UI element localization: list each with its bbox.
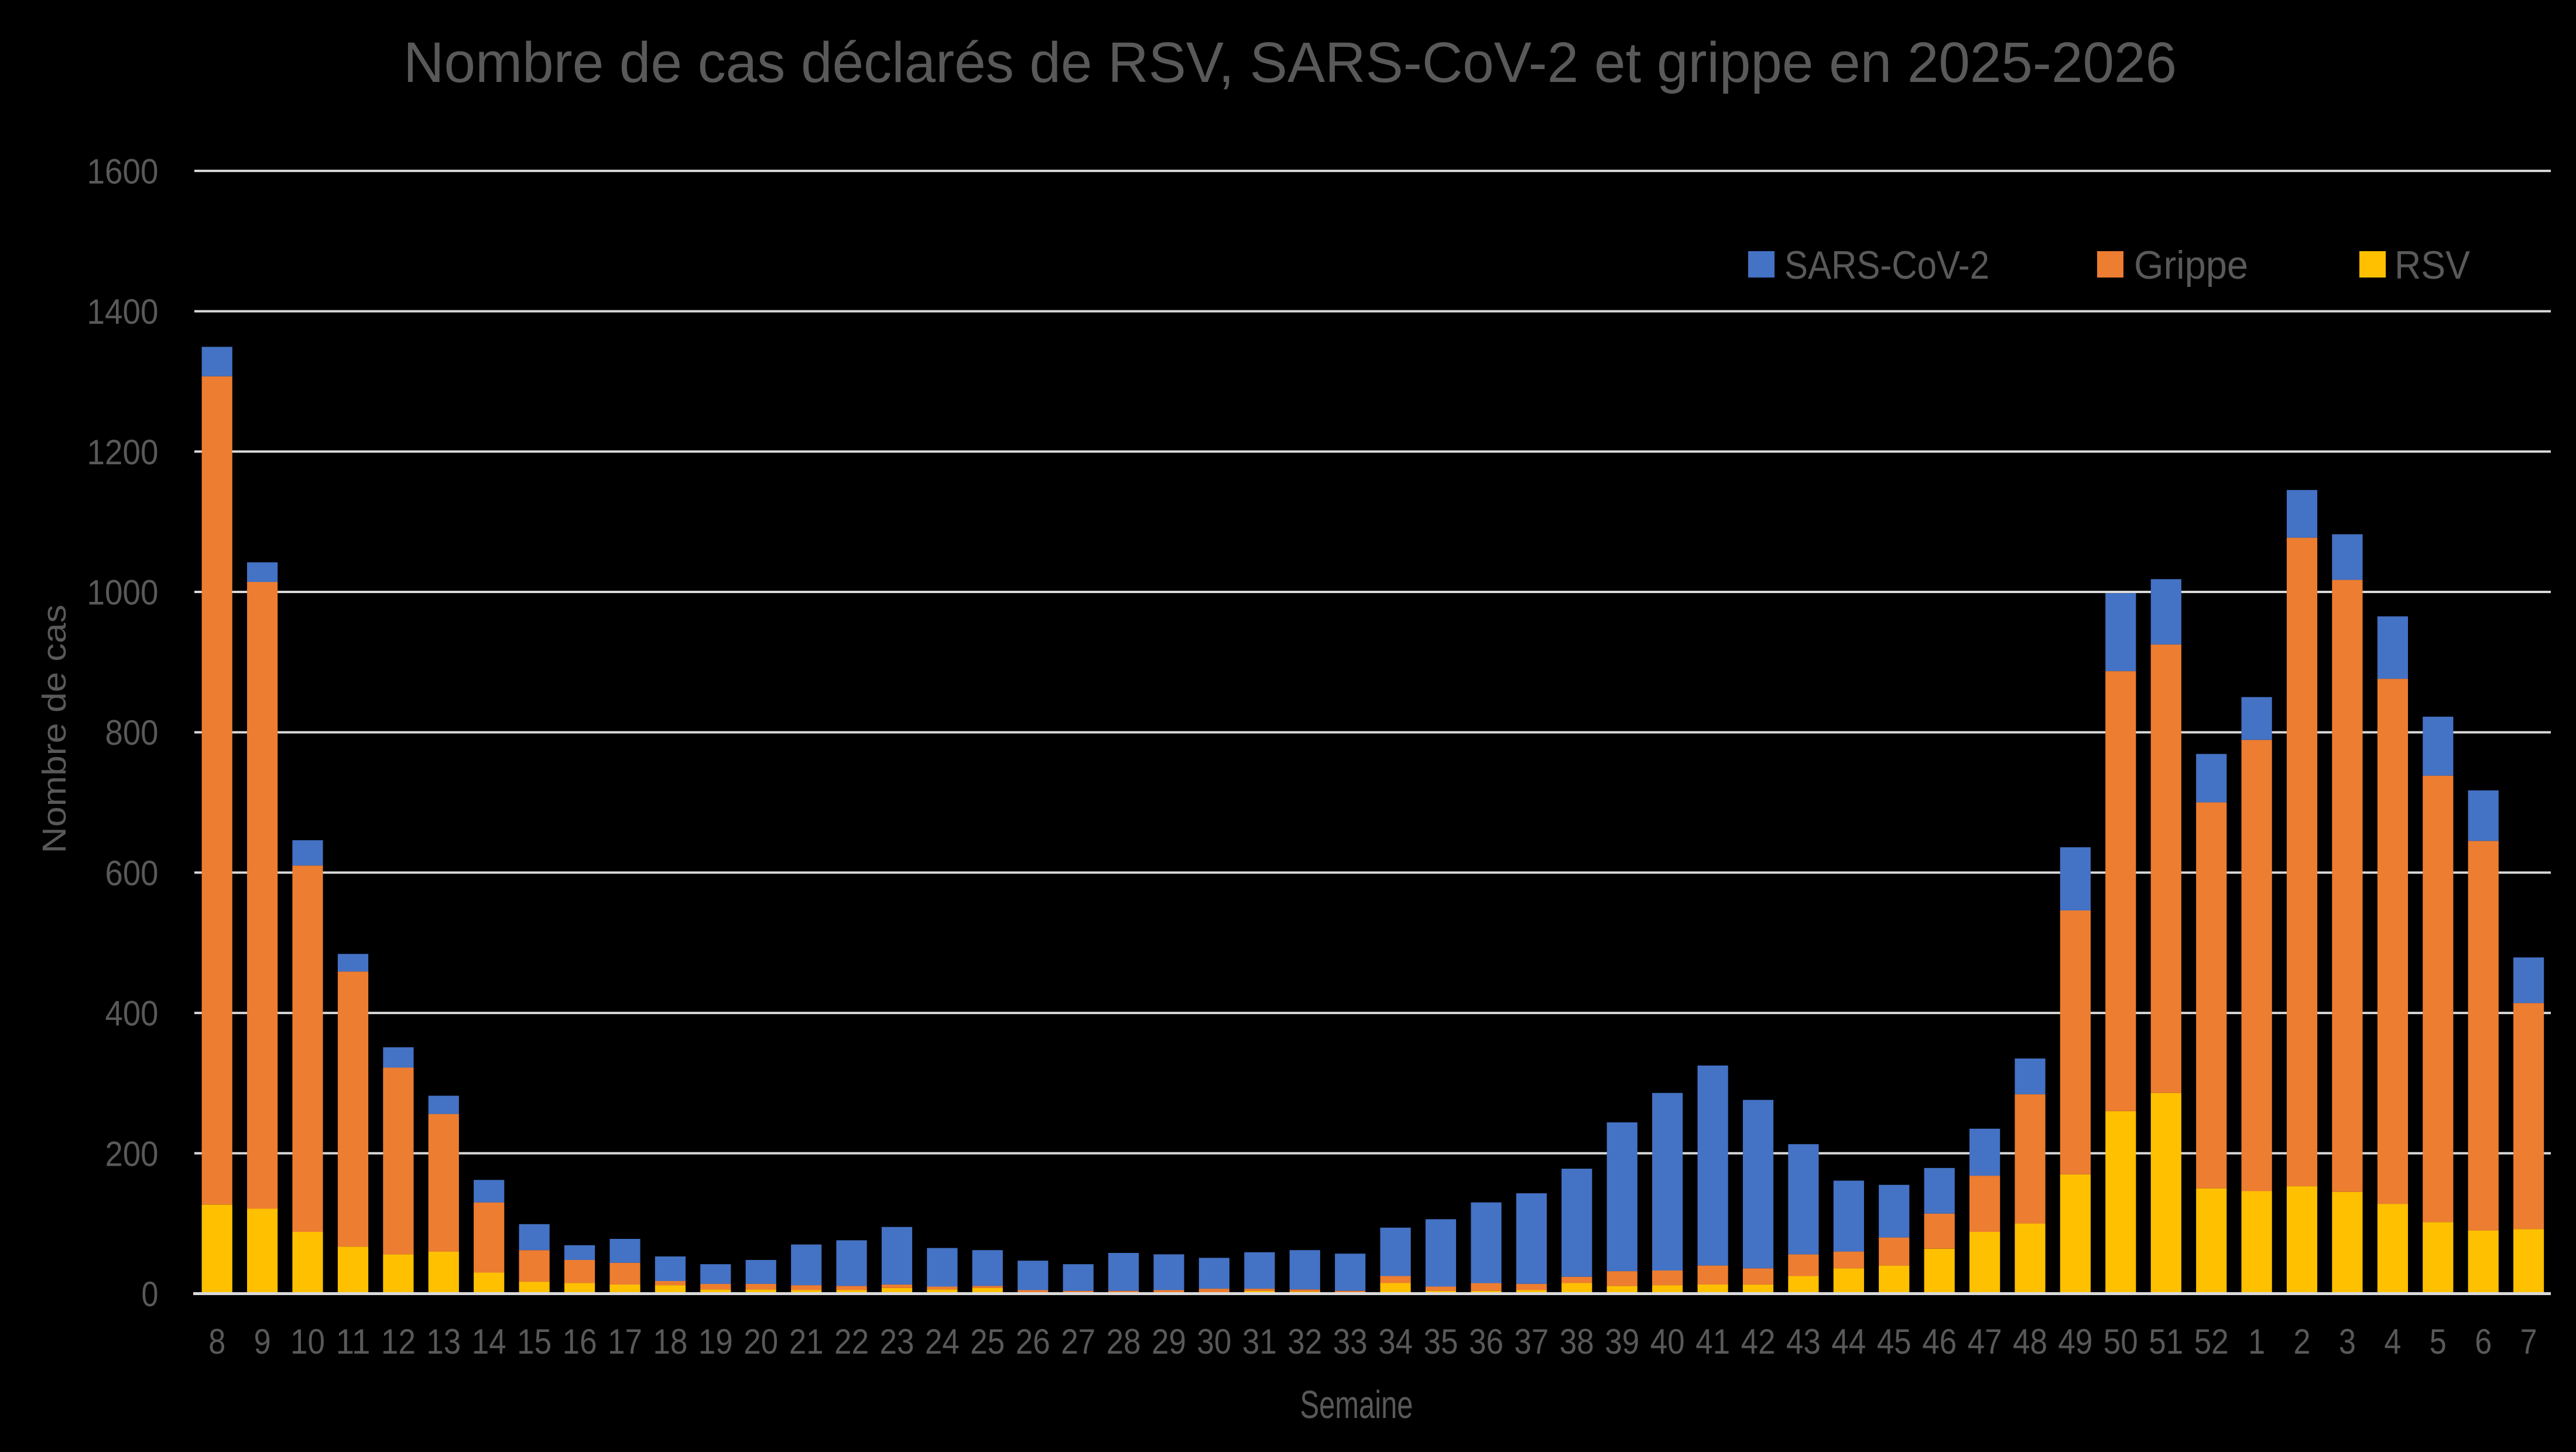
svg-text:37: 37 bbox=[1514, 1322, 1549, 1361]
svg-text:45: 45 bbox=[1877, 1322, 1912, 1361]
svg-text:1000: 1000 bbox=[87, 573, 159, 612]
svg-text:41: 41 bbox=[1695, 1322, 1730, 1361]
svg-text:1200: 1200 bbox=[87, 433, 159, 472]
svg-text:40: 40 bbox=[1650, 1322, 1685, 1361]
svg-text:Nombre de cas déclarés de RSV,: Nombre de cas déclarés de RSV, SARS-CoV-… bbox=[403, 30, 2177, 94]
svg-text:49: 49 bbox=[2058, 1322, 2092, 1361]
svg-text:33: 33 bbox=[1333, 1322, 1368, 1361]
svg-text:38: 38 bbox=[1560, 1322, 1594, 1361]
svg-text:6: 6 bbox=[2475, 1322, 2492, 1361]
svg-text:26: 26 bbox=[1016, 1322, 1050, 1361]
svg-text:35: 35 bbox=[1424, 1322, 1458, 1361]
svg-text:Semaine: Semaine bbox=[1300, 1383, 1413, 1427]
svg-text:23: 23 bbox=[880, 1322, 914, 1361]
svg-text:27: 27 bbox=[1061, 1322, 1095, 1361]
svg-text:51: 51 bbox=[2149, 1322, 2183, 1361]
svg-text:39: 39 bbox=[1605, 1322, 1639, 1361]
svg-text:Nombre de cas: Nombre de cas bbox=[36, 605, 73, 854]
svg-text:47: 47 bbox=[1968, 1322, 2002, 1361]
svg-text:44: 44 bbox=[1831, 1322, 1866, 1361]
svg-text:9: 9 bbox=[254, 1322, 271, 1361]
svg-text:4: 4 bbox=[2384, 1322, 2401, 1361]
svg-text:8: 8 bbox=[208, 1322, 225, 1361]
svg-text:3: 3 bbox=[2339, 1322, 2356, 1361]
svg-text:42: 42 bbox=[1741, 1322, 1776, 1361]
svg-text:28: 28 bbox=[1107, 1322, 1141, 1361]
svg-text:32: 32 bbox=[1287, 1322, 1322, 1361]
svg-text:21: 21 bbox=[789, 1322, 824, 1361]
svg-text:17: 17 bbox=[608, 1322, 642, 1361]
svg-text:800: 800 bbox=[105, 713, 159, 752]
svg-text:30: 30 bbox=[1197, 1322, 1231, 1361]
svg-text:13: 13 bbox=[426, 1322, 461, 1361]
svg-text:1600: 1600 bbox=[87, 152, 159, 191]
svg-text:20: 20 bbox=[744, 1322, 778, 1361]
svg-text:25: 25 bbox=[970, 1322, 1005, 1361]
svg-text:600: 600 bbox=[105, 854, 159, 893]
svg-text:16: 16 bbox=[563, 1322, 597, 1361]
svg-text:43: 43 bbox=[1786, 1322, 1821, 1361]
svg-text:50: 50 bbox=[2104, 1322, 2138, 1361]
svg-text:36: 36 bbox=[1469, 1322, 1503, 1361]
svg-text:2: 2 bbox=[2294, 1322, 2311, 1361]
svg-text:1400: 1400 bbox=[87, 292, 159, 331]
svg-text:14: 14 bbox=[472, 1322, 506, 1361]
svg-text:1: 1 bbox=[2248, 1322, 2265, 1361]
svg-text:400: 400 bbox=[105, 994, 159, 1033]
svg-text:46: 46 bbox=[1922, 1322, 1957, 1361]
svg-text:11: 11 bbox=[336, 1322, 371, 1361]
svg-text:RSV: RSV bbox=[2395, 243, 2471, 287]
svg-text:29: 29 bbox=[1152, 1322, 1186, 1361]
svg-text:200: 200 bbox=[105, 1134, 159, 1173]
svg-text:19: 19 bbox=[698, 1322, 733, 1361]
svg-text:31: 31 bbox=[1242, 1322, 1277, 1361]
svg-text:SARS-CoV-2: SARS-CoV-2 bbox=[1784, 243, 1989, 287]
svg-text:Grippe: Grippe bbox=[2134, 243, 2248, 287]
svg-text:7: 7 bbox=[2520, 1322, 2537, 1361]
svg-text:22: 22 bbox=[834, 1322, 869, 1361]
svg-text:5: 5 bbox=[2430, 1322, 2447, 1361]
svg-text:15: 15 bbox=[517, 1322, 551, 1361]
svg-text:34: 34 bbox=[1378, 1322, 1413, 1361]
svg-text:18: 18 bbox=[653, 1322, 687, 1361]
svg-text:12: 12 bbox=[381, 1322, 416, 1361]
svg-text:10: 10 bbox=[290, 1322, 325, 1361]
svg-text:0: 0 bbox=[142, 1275, 159, 1314]
svg-text:48: 48 bbox=[2013, 1322, 2047, 1361]
svg-text:24: 24 bbox=[925, 1322, 960, 1361]
svg-text:52: 52 bbox=[2194, 1322, 2229, 1361]
